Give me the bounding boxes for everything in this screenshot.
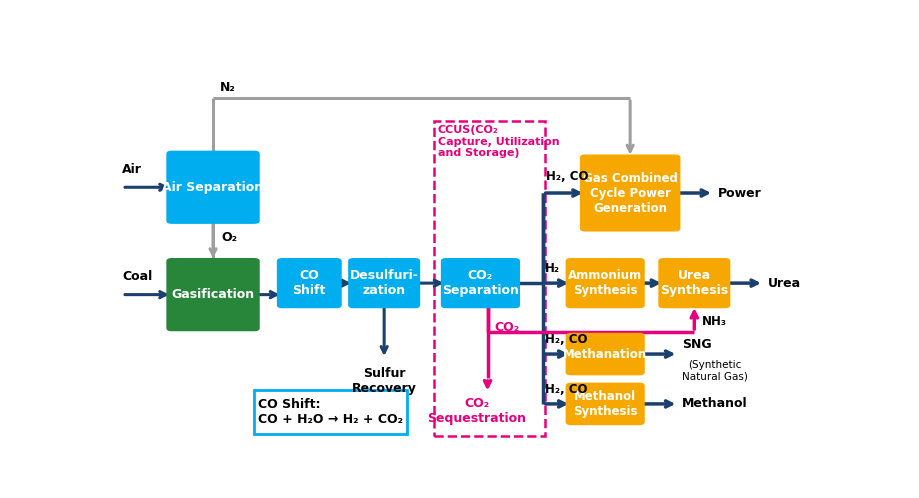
Text: Gasification: Gasification: [171, 288, 255, 301]
FancyBboxPatch shape: [565, 333, 644, 375]
FancyBboxPatch shape: [565, 382, 644, 425]
Text: Urea: Urea: [766, 276, 800, 290]
FancyBboxPatch shape: [565, 258, 644, 308]
Text: CO Shift:
CO + H₂O → H₂ + CO₂: CO Shift: CO + H₂O → H₂ + CO₂: [258, 397, 403, 426]
Text: O₂: O₂: [221, 231, 237, 244]
FancyBboxPatch shape: [658, 258, 730, 308]
Text: Methanol
Synthesis: Methanol Synthesis: [573, 390, 637, 418]
Text: N₂: N₂: [220, 81, 235, 94]
Text: NH₃: NH₃: [700, 315, 726, 328]
Text: H₂, CO: H₂, CO: [544, 383, 587, 396]
Text: Coal: Coal: [122, 270, 153, 283]
Text: Gas Combined
Cycle Power
Generation: Gas Combined Cycle Power Generation: [582, 171, 676, 215]
FancyBboxPatch shape: [440, 258, 519, 308]
Text: CO
Shift: CO Shift: [292, 269, 325, 297]
Text: Urea
Synthesis: Urea Synthesis: [660, 269, 728, 297]
Text: Power: Power: [717, 187, 760, 200]
Text: Ammonium
Synthesis: Ammonium Synthesis: [568, 269, 641, 297]
Text: SNG: SNG: [681, 338, 710, 351]
Text: Methanol: Methanol: [681, 397, 746, 410]
FancyBboxPatch shape: [166, 150, 259, 224]
Text: Sulfur
Recovery: Sulfur Recovery: [351, 367, 416, 394]
Text: H₂, CO: H₂, CO: [546, 170, 588, 183]
Text: H₂: H₂: [544, 262, 560, 275]
Bar: [254, 389, 407, 434]
FancyBboxPatch shape: [166, 258, 259, 331]
Text: CO₂
Sequestration: CO₂ Sequestration: [427, 397, 526, 425]
Text: Air: Air: [122, 163, 142, 176]
Text: CCUS(CO₂
Capture, Utilization
and Storage): CCUS(CO₂ Capture, Utilization and Storag…: [437, 125, 559, 158]
Text: CO₂: CO₂: [494, 321, 519, 334]
FancyBboxPatch shape: [579, 154, 680, 232]
Text: Desulfuri-
zation: Desulfuri- zation: [349, 269, 418, 297]
Text: Methanation: Methanation: [562, 348, 647, 361]
Text: Air Separation: Air Separation: [163, 181, 264, 194]
Text: (Synthetic
Natural Gas): (Synthetic Natural Gas): [681, 360, 747, 381]
FancyBboxPatch shape: [347, 258, 420, 308]
Text: CO₂
Separation: CO₂ Separation: [441, 269, 518, 297]
Text: H₂, CO: H₂, CO: [544, 333, 587, 347]
Bar: [434, 121, 544, 436]
FancyBboxPatch shape: [277, 258, 341, 308]
